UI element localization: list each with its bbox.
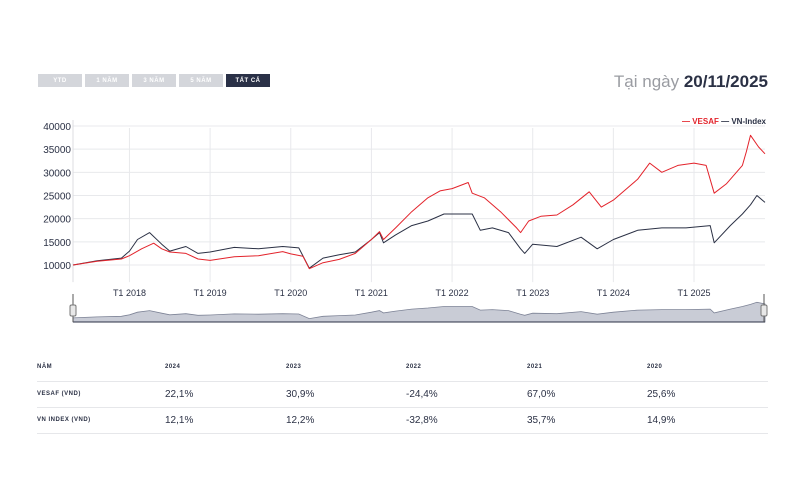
cell-value: 14,9%: [647, 415, 676, 426]
cell-value: 22,1%: [165, 389, 194, 400]
x-tick-label: T1 2022: [436, 288, 469, 298]
series-line-vesaf: [72, 134, 766, 270]
as-of-prefix: Tại ngày: [613, 72, 680, 91]
cell-value: 12,1%: [165, 415, 194, 426]
cell-value: 67,0%: [527, 389, 556, 400]
range-button-all[interactable]: TẤT CẢ: [226, 74, 270, 87]
header-col: 2024: [165, 364, 181, 370]
line-chart: 10000 15000 20000 25000 30000 35000 40000 T1 20…: [43, 120, 768, 323]
header-col: 2023: [286, 364, 302, 370]
y-tick-label: 15000: [43, 238, 71, 249]
legend-vnindex-label: VN-Index: [731, 117, 766, 126]
range-button-1-year[interactable]: 1 NĂM: [85, 74, 129, 87]
as-of-date: Tại ngày 20/11/2025: [614, 72, 768, 92]
as-of-value: 20/11/2025: [683, 72, 768, 91]
y-tick-label: 30000: [43, 168, 71, 179]
x-tick-label: T1 2021: [355, 288, 388, 298]
table-row: VN INDEX (VND) 12,1% 12,2% -32,8% 35,7% …: [37, 407, 768, 434]
header-col: 2022: [406, 364, 422, 370]
series-line-vnindex: [72, 195, 766, 269]
range-button-ytd[interactable]: YTD: [38, 74, 82, 87]
y-tick-label: 10000: [43, 261, 71, 272]
range-button-5-years[interactable]: 5 NĂM: [179, 74, 223, 87]
x-tick-label: T1 2018: [113, 288, 146, 298]
table-header-row: NĂM 2024 2023 2022 2021 2020: [37, 355, 768, 382]
y-tick-label: 25000: [43, 192, 71, 203]
legend-vesaf[interactable]: — VESAF: [681, 117, 719, 126]
y-tick-label: 40000: [43, 122, 71, 133]
row-label: VESAF (VND): [37, 391, 81, 397]
header-year: NĂM: [37, 364, 53, 370]
navigator-handle-right[interactable]: [760, 304, 768, 317]
x-tick-label: T1 2019: [194, 288, 227, 298]
y-tick-label: 20000: [43, 215, 71, 226]
cell-value: 30,9%: [286, 389, 315, 400]
x-tick-label: T1 2020: [274, 288, 307, 298]
cell-value: 35,7%: [527, 415, 556, 426]
x-tick-label: T1 2024: [597, 288, 630, 298]
navigator-handle-left[interactable]: [69, 304, 77, 317]
header-col: 2021: [527, 364, 543, 370]
navigator-area: [72, 301, 766, 323]
x-tick-label: T1 2025: [678, 288, 711, 298]
header-col: 2020: [647, 364, 663, 370]
cell-value: -32,8%: [406, 415, 438, 426]
row-label: VN INDEX (VND): [37, 417, 91, 423]
x-tick-label: T1 2023: [516, 288, 549, 298]
cell-value: 12,2%: [286, 415, 315, 426]
chart-legend: — VESAF — VN-Index: [682, 117, 766, 126]
range-button-3-years[interactable]: 3 NĂM: [132, 74, 176, 87]
table-row: VESAF (VND) 22,1% 30,9% -24,4% 67,0% 25,…: [37, 381, 768, 408]
legend-vesaf-label: VESAF: [692, 117, 719, 126]
cell-value: 25,6%: [647, 389, 676, 400]
legend-vnindex[interactable]: — VN-Index: [721, 117, 766, 126]
y-tick-label: 35000: [43, 145, 71, 156]
cell-value: -24,4%: [406, 389, 438, 400]
